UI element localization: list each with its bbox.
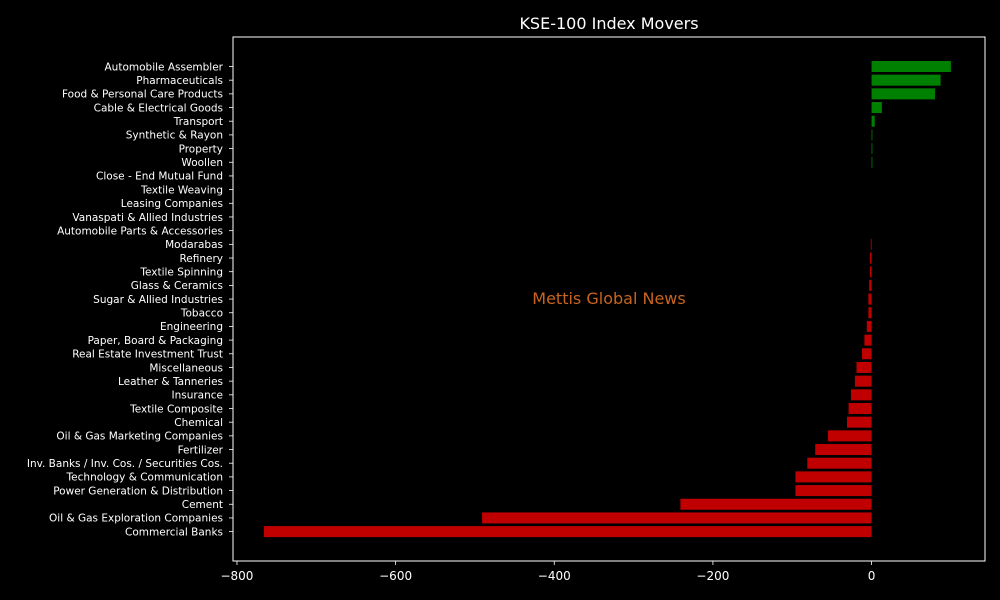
bar (871, 129, 873, 141)
category-label: Property (179, 143, 223, 155)
category-label: Automobile Assembler (105, 61, 224, 73)
bar (868, 293, 872, 305)
x-tick-label: −800 (220, 569, 253, 583)
category-label: Commercial Banks (125, 526, 223, 538)
category-label: Tobacco (180, 308, 223, 320)
bar (871, 115, 875, 127)
bar (854, 375, 872, 387)
bar (869, 279, 872, 291)
x-tick-label: −200 (696, 569, 729, 583)
bar (869, 252, 872, 264)
bar (846, 416, 872, 428)
category-label: Refinery (179, 253, 223, 265)
bar (864, 334, 872, 346)
category-label: Technology & Communication (66, 472, 223, 484)
bar (871, 143, 873, 155)
category-label: Transport (173, 116, 223, 128)
bar (263, 526, 872, 538)
category-label: Insurance (171, 390, 223, 402)
bar (680, 498, 872, 510)
x-tick-label: −400 (538, 569, 571, 583)
bar (871, 61, 951, 72)
category-label: Synthetic & Rayon (126, 130, 223, 142)
bar (850, 389, 872, 401)
x-tick-label: 0 (868, 569, 876, 583)
bar (868, 307, 872, 319)
category-label: Glass & Ceramics (131, 280, 223, 292)
category-label: Inv. Banks / Inv. Cos. / Securities Cos. (27, 458, 223, 470)
bar (807, 457, 872, 469)
category-label: Vanaspati & Allied Industries (72, 212, 223, 224)
category-label: Engineering (160, 321, 223, 333)
category-label: Cable & Electrical Goods (94, 102, 223, 114)
bar (871, 156, 873, 168)
category-label: Leasing Companies (121, 198, 223, 210)
bar (871, 74, 941, 86)
bar (827, 430, 872, 442)
bar (870, 238, 872, 250)
category-label: Power Generation & Distribution (53, 485, 223, 497)
bars-layer (263, 61, 951, 538)
category-label: Paper, Board & Packaging (88, 335, 223, 347)
category-label: Leather & Tanneries (118, 376, 223, 388)
x-tick-label: −600 (379, 569, 412, 583)
bar (856, 361, 872, 373)
category-labels: Automobile Assembler Pharmaceuticals Food … (27, 61, 224, 538)
category-label: Oil & Gas Exploration Companies (49, 513, 223, 525)
category-label: Food & Personal Care Products (62, 89, 223, 101)
bar (848, 403, 872, 414)
x-axis-ticks: −800 −600 −400 −200 0 (220, 66, 876, 583)
category-label: Automobile Parts & Accessories (57, 225, 223, 237)
bar (862, 348, 872, 360)
bar (815, 444, 872, 456)
category-label: Pharmaceuticals (136, 75, 223, 87)
bar (795, 471, 872, 483)
category-label: Cement (182, 499, 223, 511)
category-label: Textile Weaving (140, 184, 223, 196)
category-label: Woollen (181, 157, 223, 169)
bar (482, 512, 872, 524)
category-label: Oil & Gas Marketing Companies (56, 431, 223, 443)
bar (871, 102, 882, 114)
category-label: Fertilizer (178, 444, 224, 456)
bar (795, 485, 872, 497)
category-label: Modarabas (165, 239, 223, 251)
category-label: Miscellaneous (149, 362, 223, 374)
chart-title: KSE-100 Index Movers (519, 14, 698, 33)
watermark-text: Mettis Global News (532, 289, 685, 308)
plot-frame (232, 36, 986, 562)
category-label: Chemical (174, 417, 223, 429)
category-label: Sugar & Allied Industries (93, 294, 223, 306)
category-label: Real Estate Investment Trust (72, 349, 223, 361)
category-label: Textile Spinning (139, 267, 223, 279)
bar (866, 320, 872, 332)
category-label: Close - End Mutual Fund (96, 171, 223, 183)
bar (869, 266, 872, 278)
category-label: Textile Composite (129, 403, 223, 415)
bar (871, 88, 936, 100)
